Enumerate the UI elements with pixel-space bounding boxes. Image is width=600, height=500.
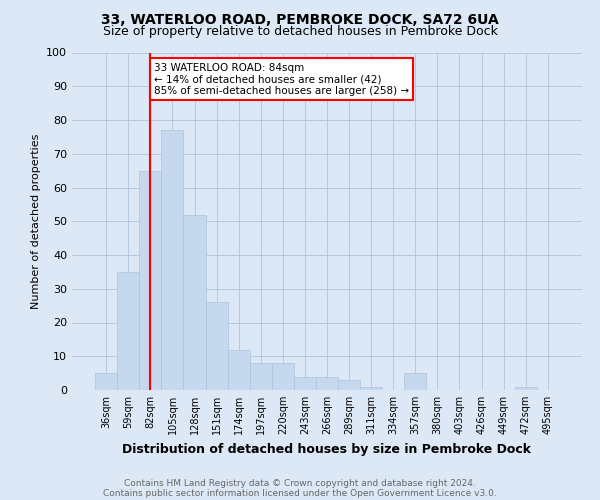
Bar — [294, 376, 316, 390]
Bar — [272, 363, 294, 390]
Bar — [161, 130, 184, 390]
Text: Size of property relative to detached houses in Pembroke Dock: Size of property relative to detached ho… — [103, 25, 497, 38]
Bar — [184, 214, 206, 390]
Text: Contains public sector information licensed under the Open Government Licence v3: Contains public sector information licen… — [103, 488, 497, 498]
X-axis label: Distribution of detached houses by size in Pembroke Dock: Distribution of detached houses by size … — [122, 442, 532, 456]
Bar — [139, 170, 161, 390]
Text: Contains HM Land Registry data © Crown copyright and database right 2024.: Contains HM Land Registry data © Crown c… — [124, 478, 476, 488]
Bar — [250, 363, 272, 390]
Bar — [404, 373, 427, 390]
Bar — [227, 350, 250, 390]
Bar — [95, 373, 117, 390]
Y-axis label: Number of detached properties: Number of detached properties — [31, 134, 41, 309]
Bar — [515, 386, 537, 390]
Text: 33 WATERLOO ROAD: 84sqm
← 14% of detached houses are smaller (42)
85% of semi-de: 33 WATERLOO ROAD: 84sqm ← 14% of detache… — [154, 62, 409, 96]
Bar — [338, 380, 360, 390]
Bar — [117, 272, 139, 390]
Bar — [360, 386, 382, 390]
Bar — [316, 376, 338, 390]
Text: 33, WATERLOO ROAD, PEMBROKE DOCK, SA72 6UA: 33, WATERLOO ROAD, PEMBROKE DOCK, SA72 6… — [101, 12, 499, 26]
Bar — [206, 302, 227, 390]
